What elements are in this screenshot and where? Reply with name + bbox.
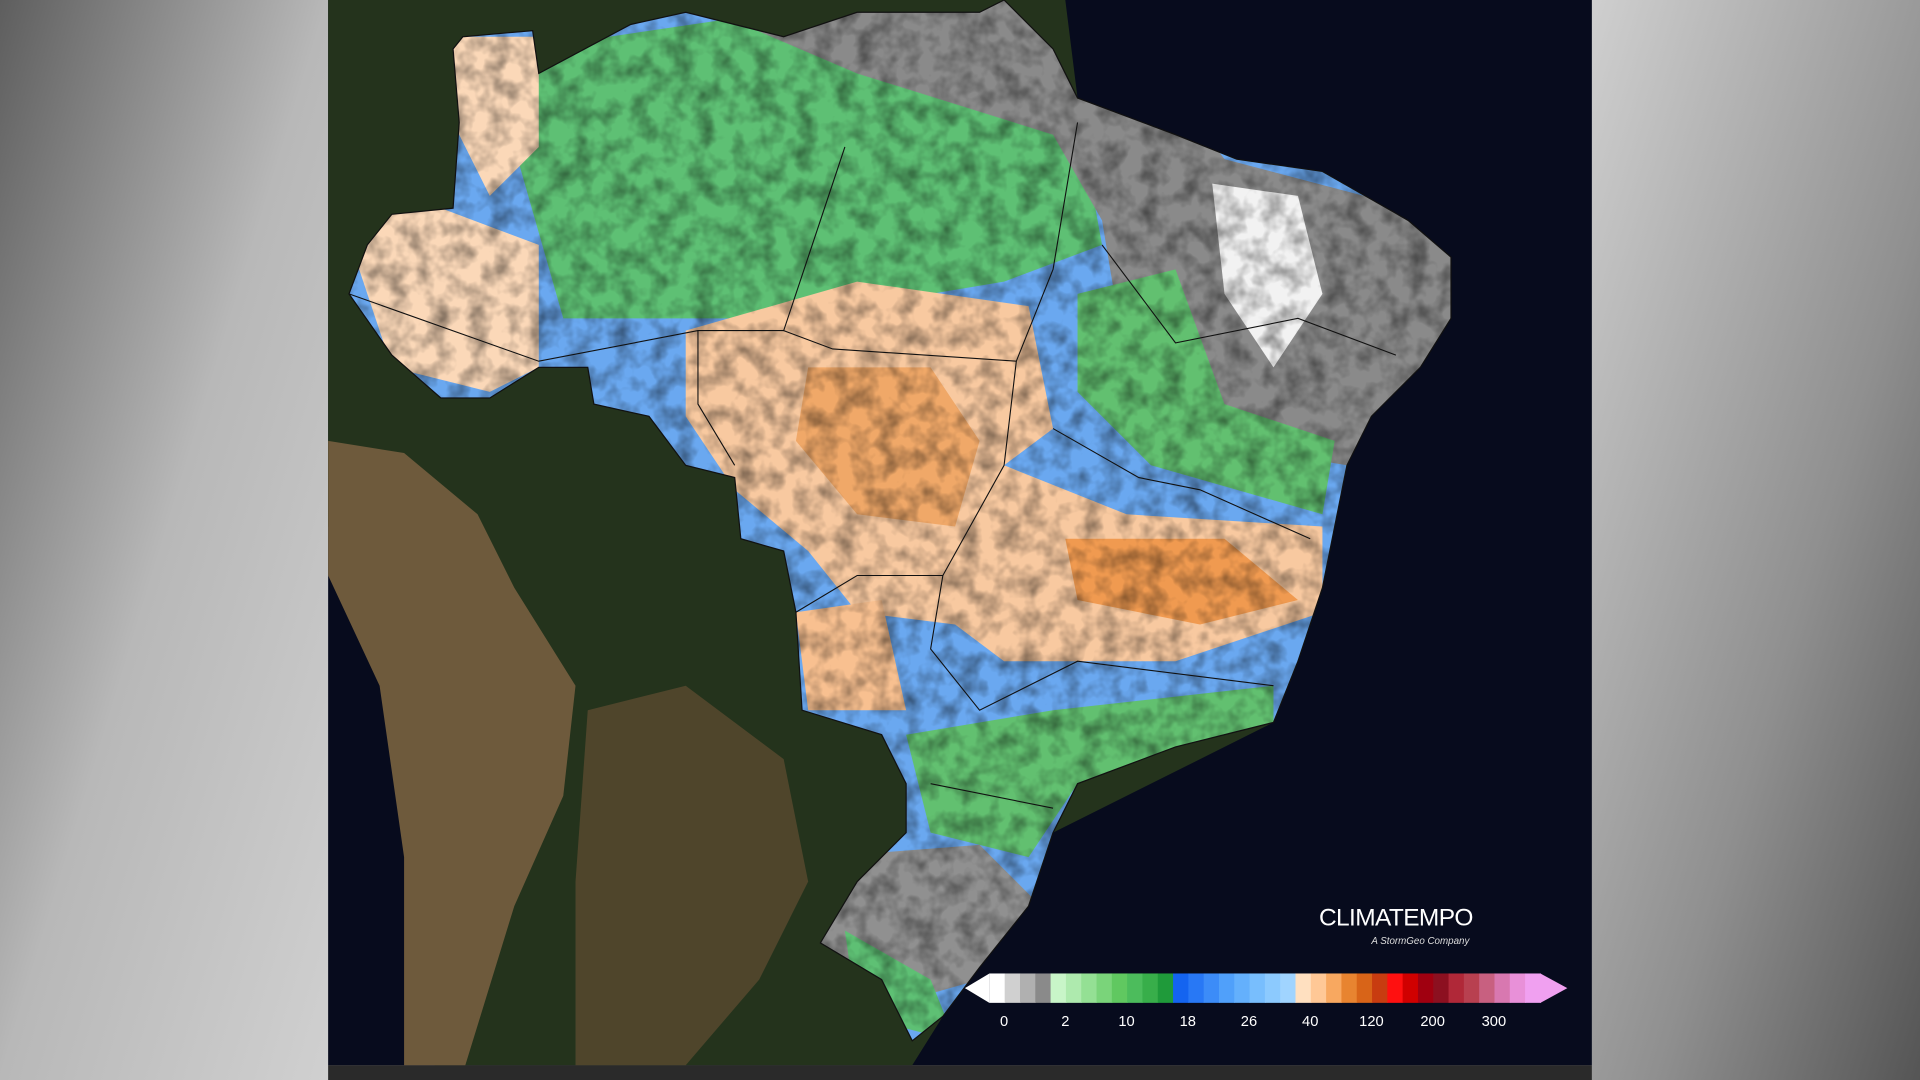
- legend-swatch: [1111, 973, 1128, 1003]
- legend-swatch: [1433, 973, 1450, 1003]
- legend-swatch: [1402, 973, 1419, 1003]
- legend-swatch: [1173, 973, 1189, 1003]
- colorbar-arrow-right: [1540, 973, 1568, 1003]
- legend-swatch: [1341, 973, 1358, 1003]
- colorbar-tick-label: 2: [1061, 1014, 1069, 1030]
- legend-swatch: [1372, 973, 1388, 1003]
- legend-swatch: [1417, 973, 1434, 1003]
- legend-swatch: [1525, 973, 1542, 1003]
- colorbar-tick-label: 26: [1241, 1014, 1257, 1030]
- legend-swatch: [1479, 973, 1496, 1003]
- colorbar-tick-label: 0: [1000, 1014, 1008, 1030]
- colorbar-tick-label: 40: [1302, 1014, 1318, 1030]
- legend-swatch: [1050, 973, 1067, 1003]
- right-panel: [1591, 0, 1920, 1080]
- colorbar-tick-label: 120: [1359, 1014, 1384, 1030]
- legend-swatch: [1463, 973, 1480, 1003]
- legend-swatch: [989, 973, 1006, 1003]
- left-panel: [0, 0, 329, 1080]
- legend-swatch: [1081, 973, 1098, 1003]
- chaco: [575, 685, 809, 1066]
- legend-swatch: [1448, 973, 1465, 1003]
- legend-swatch: [1509, 973, 1526, 1003]
- legend-swatch: [1249, 973, 1266, 1003]
- logo: CLIMATEMPO: [1319, 905, 1473, 932]
- legend-swatch: [1280, 973, 1297, 1003]
- legend-swatch: [1203, 973, 1220, 1003]
- legend-swatch: [1157, 973, 1174, 1003]
- legend-swatch: [1065, 973, 1082, 1003]
- legend-swatch: [1264, 973, 1281, 1003]
- bottom-bar: [328, 1065, 1592, 1080]
- andes: [328, 440, 576, 1066]
- colorbar-tick-label: 10: [1118, 1014, 1134, 1030]
- legend-swatch: [1188, 973, 1205, 1003]
- legend-swatch: [1218, 973, 1235, 1003]
- legend-swatch: [1035, 973, 1052, 1003]
- brazil-border: [348, 0, 1452, 1042]
- legend-swatch: [1295, 973, 1312, 1003]
- legend-swatch: [1004, 973, 1021, 1003]
- legend-swatch: [1020, 973, 1036, 1003]
- colorbar-tick-label: 200: [1420, 1014, 1445, 1030]
- colorbar-tick-label: 18: [1180, 1014, 1196, 1030]
- legend-swatch: [1096, 973, 1113, 1003]
- legend-swatch: [1387, 973, 1404, 1003]
- legend-swatch: [1310, 973, 1327, 1003]
- logo-tagline: A StormGeo Company: [1370, 936, 1470, 947]
- legend-swatch: [1234, 973, 1251, 1003]
- colorbar: 0 2 10 18 26 40 120 200 300: [964, 973, 1568, 1030]
- state-borders: [348, 122, 1397, 809]
- colorbar-arrow-left: [964, 973, 990, 1003]
- legend-swatch: [1494, 973, 1511, 1003]
- legend-swatch: [1142, 973, 1159, 1003]
- legend-swatch: [1326, 973, 1343, 1003]
- legend-swatch: [1127, 973, 1144, 1003]
- legend-swatch: [1356, 973, 1373, 1003]
- colorbar-tick-label: 300: [1482, 1014, 1507, 1030]
